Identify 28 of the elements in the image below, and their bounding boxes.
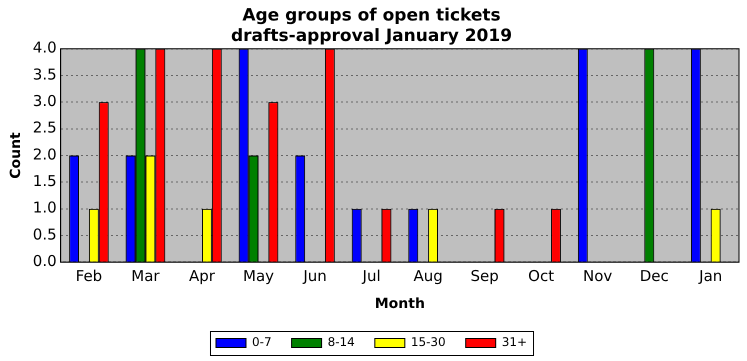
y-tick-label: 0.5 <box>32 225 57 244</box>
y-tick-label: 3.0 <box>32 92 57 110</box>
x-tick-label: Jun <box>302 267 327 286</box>
y-tick-label: 4.0 <box>32 38 57 57</box>
y-tick-label: 0.0 <box>32 252 57 270</box>
y-tick-label: 1.0 <box>32 198 57 217</box>
x-tick-label: Oct <box>528 267 554 286</box>
x-tick-label: May <box>243 267 274 286</box>
legend-label: 8-14 <box>328 335 355 350</box>
legend-label: 15-30 <box>410 335 446 350</box>
x-tick-label: Nov <box>583 267 612 286</box>
x-tick-label: Apr <box>189 267 216 286</box>
y-tick-label: 2.5 <box>32 118 57 137</box>
x-tick-label: Jan <box>698 267 722 286</box>
legend-label: 31+ <box>502 335 528 350</box>
x-tick-label: Sep <box>470 267 499 286</box>
y-axis-title: Count <box>8 132 24 179</box>
y-tick-label: 2.0 <box>32 145 57 164</box>
x-tick-label: Feb <box>76 267 102 286</box>
y-tick-label: 1.5 <box>32 172 57 190</box>
x-tick-label: Aug <box>413 267 443 286</box>
x-tick-label: Mar <box>131 267 160 286</box>
y-tick-label: 3.5 <box>32 65 57 84</box>
chart-title: Age groups of open tickets drafts-approval January 2019 <box>230 6 512 46</box>
legend-label: 0-7 <box>252 335 272 350</box>
x-axis-title: Month <box>374 296 425 312</box>
x-tick-label: Dec <box>640 267 669 286</box>
x-tick-label: Jul <box>362 267 381 286</box>
